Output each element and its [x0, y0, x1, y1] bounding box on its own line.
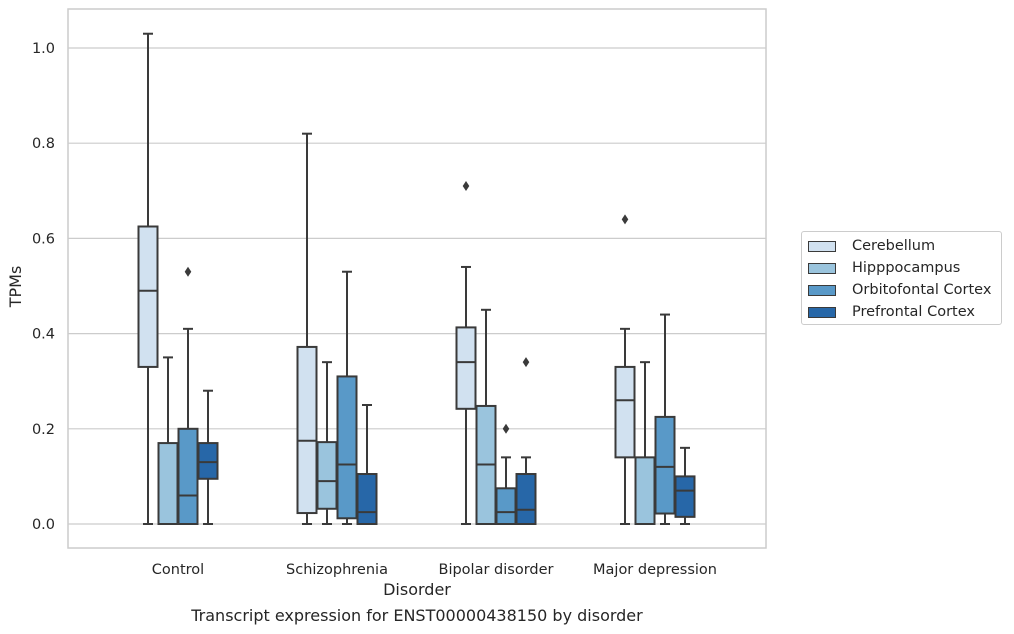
- x-tick-label: Major depression: [593, 562, 717, 578]
- box-body: [356, 473, 378, 525]
- box-body: [455, 326, 477, 410]
- outlier-point: [502, 423, 510, 434]
- box-body: [197, 442, 219, 480]
- box-1-0: [157, 356, 179, 525]
- box-0-3: [614, 214, 636, 525]
- box-body: [316, 441, 338, 510]
- box-body: [495, 487, 517, 525]
- box-body: [515, 473, 537, 525]
- box-body: [674, 475, 696, 518]
- y-tick-label: 0.8: [32, 136, 55, 152]
- axes-frame: [67, 8, 767, 549]
- box-body: [137, 225, 159, 368]
- legend-label-hippocampus: Hipppocampus: [852, 260, 961, 276]
- legend-label-prefrontal: Prefrontal Cortex: [852, 304, 975, 320]
- legend-swatch-hippocampus: [808, 262, 836, 274]
- legend-swatch-prefrontal: [808, 306, 836, 318]
- box-body: [654, 415, 676, 515]
- legend-swatch-orbitofrontal: [808, 284, 836, 296]
- box-series: [137, 32, 696, 525]
- outlier-point: [184, 266, 192, 277]
- legend: Cerebellum Hipppocampus Orbitofontal Cor…: [801, 231, 1002, 325]
- figure-caption: Transcript expression for ENST0000043815…: [191, 606, 643, 625]
- y-axis-label: TPMs: [6, 266, 25, 309]
- y-tick-label: 1.0: [32, 41, 55, 57]
- x-tick-label: Bipolar disorder: [439, 562, 554, 578]
- box-2-0: [177, 266, 199, 525]
- legend-label-cerebellum: Cerebellum: [852, 238, 936, 254]
- legend-item-hippocampus: Hipppocampus: [808, 258, 960, 278]
- y-tick-label: 0.6: [32, 231, 55, 247]
- box-0-0: [137, 32, 159, 525]
- box-0-2: [455, 181, 477, 525]
- box-body: [336, 375, 358, 520]
- box-body: [296, 345, 318, 515]
- x-tick-label: Schizophrenia: [286, 562, 388, 578]
- x-tick-label: Control: [152, 562, 204, 578]
- box-0-1: [296, 132, 318, 525]
- box-1-2: [475, 308, 497, 525]
- y-tick-label: 0.4: [32, 327, 55, 343]
- y-tick-label: 0.0: [32, 517, 55, 533]
- outlier-point: [462, 181, 470, 192]
- box-2-2: [495, 423, 517, 525]
- y-tick-label: 0.2: [32, 422, 55, 438]
- box-2-3: [654, 313, 676, 525]
- outlier-point: [621, 214, 629, 225]
- box-2-1: [336, 270, 358, 525]
- box-body: [157, 442, 179, 525]
- legend-item-prefrontal: Prefrontal Cortex: [808, 302, 975, 322]
- box-3-2: [515, 357, 537, 525]
- legend-item-cerebellum: Cerebellum: [808, 236, 935, 256]
- box-3-1: [356, 404, 378, 525]
- box-body: [614, 365, 636, 459]
- legend-item-orbitofrontal: Orbitofontal Cortex: [808, 280, 991, 300]
- axes: 0.0 0.2 0.4 0.6 0.8 1.0 Control Schizophrenia Bi…: [6, 8, 767, 599]
- box-body: [634, 456, 656, 525]
- box-3-3: [674, 446, 696, 525]
- box-1-1: [316, 361, 338, 525]
- outlier-point: [522, 357, 530, 368]
- box-3-0: [197, 389, 219, 525]
- legend-label-orbitofrontal: Orbitofontal Cortex: [852, 282, 992, 298]
- x-axis-label: Disorder: [383, 580, 451, 599]
- box-body: [177, 427, 199, 525]
- box-1-3: [634, 361, 656, 525]
- legend-swatch-cerebellum: [808, 240, 836, 252]
